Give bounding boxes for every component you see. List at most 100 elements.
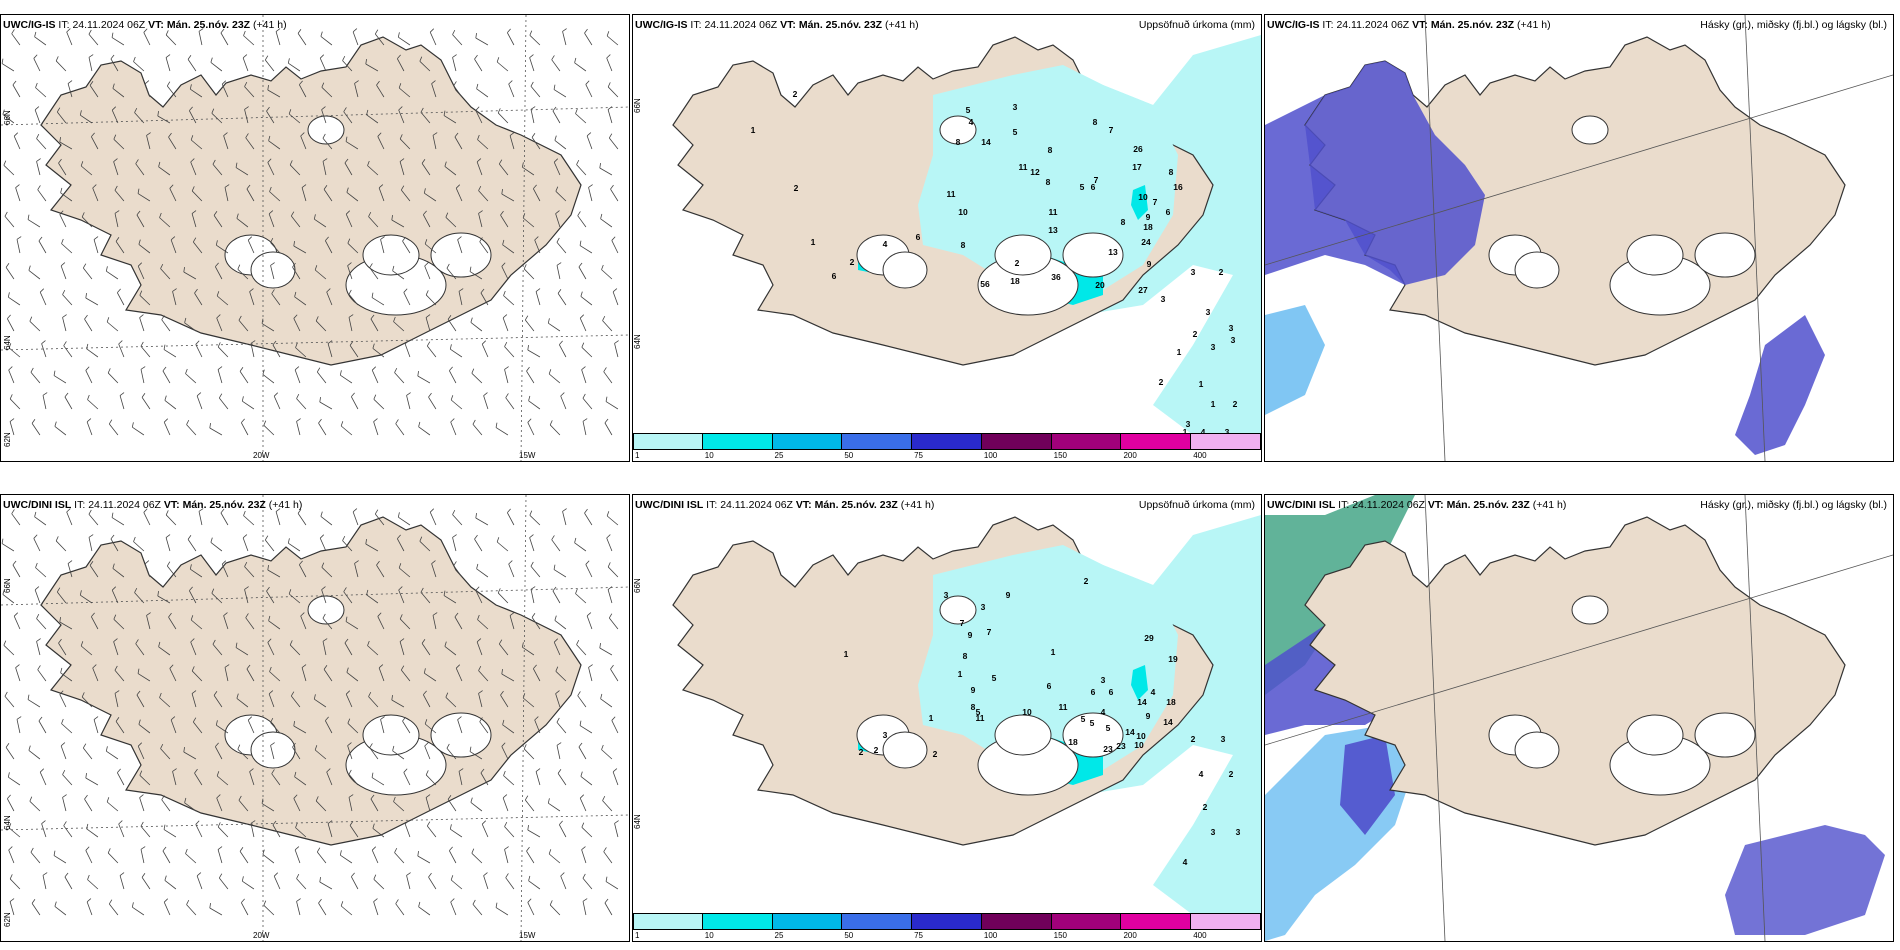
wind-barb (137, 673, 151, 682)
wind-barb (557, 773, 567, 786)
wind-barb-feather (606, 534, 611, 539)
wind-barb-feather (531, 133, 536, 138)
precip-value-label: 3 (1221, 734, 1226, 744)
wind-barb-feather (5, 743, 10, 748)
wind-barb-feather (498, 639, 503, 645)
wind-barb-feather (394, 367, 398, 373)
wind-barb-feather (172, 288, 177, 292)
wind-barb (443, 115, 457, 124)
wind-barb (448, 850, 457, 864)
wind-barb-feather (243, 510, 246, 516)
wind-barb (350, 876, 359, 890)
wind-barb-feather (530, 586, 536, 590)
lat-label-64n: 64N (3, 815, 12, 830)
wind-barb (262, 854, 275, 864)
wind-barb (191, 190, 203, 202)
wind-barb-feather (62, 769, 66, 775)
wind-barb-feather (370, 794, 375, 800)
wind-barb (187, 59, 197, 72)
precip-value-label: 10 (958, 207, 968, 217)
wind-barb (268, 213, 275, 228)
wind-barb (28, 750, 41, 760)
wind-barb (163, 902, 171, 916)
precip-area-2-east (1131, 665, 1148, 700)
wind-barb (273, 396, 281, 410)
wind-barb-feather (157, 590, 159, 597)
wind-barb-feather (556, 262, 562, 266)
wind-barb-feather (425, 770, 429, 776)
wind-barb-feather (168, 132, 172, 138)
wind-barb-feather (246, 664, 251, 670)
wind-barb (290, 695, 301, 708)
wind-barb (38, 240, 47, 254)
colorbar-frame (633, 913, 1261, 930)
wind-barb-feather (270, 262, 275, 266)
wind-barb-feather (476, 563, 479, 569)
wind-barb-feather (140, 846, 146, 850)
wind-barb (575, 113, 587, 124)
wind-barb (116, 292, 125, 306)
wind-barb (168, 616, 177, 630)
wind-barb (395, 903, 405, 916)
wind-barb (267, 569, 281, 578)
wind-barb (63, 825, 73, 838)
wind-barb-feather (471, 848, 475, 854)
wind-barb-feather (139, 794, 144, 798)
wind-barb (119, 875, 125, 890)
wind-barb-feather (213, 211, 218, 216)
wind-barb-feather (163, 898, 169, 903)
wind-barb-feather (458, 768, 464, 772)
wind-barb-feather (496, 57, 500, 63)
wind-barb (374, 33, 385, 46)
wind-barb (350, 396, 359, 410)
wind-barb-feather (479, 237, 483, 242)
wind-barb-feather (237, 264, 241, 270)
wind-barb-feather (351, 392, 355, 397)
wind-barb (314, 698, 327, 708)
wind-barb (504, 826, 515, 838)
wind-barb-feather (60, 667, 63, 673)
wind-barb-feather (35, 562, 38, 568)
wind-barb (319, 58, 327, 72)
wind-barb-feather (579, 240, 582, 246)
wind-barb-feather (501, 188, 503, 195)
wind-barb (420, 592, 431, 604)
wind-barb-feather (37, 185, 41, 190)
wind-barb (452, 514, 463, 526)
wind-barb-feather (7, 772, 10, 778)
wind-barb-feather (535, 768, 541, 772)
wind-barb (237, 748, 249, 760)
wind-barb (212, 164, 223, 176)
wind-barb-feather (160, 743, 164, 749)
wind-barb-feather (607, 82, 611, 88)
wind-barb (223, 135, 229, 150)
wind-barb (35, 87, 47, 98)
wind-barb (110, 538, 119, 552)
wind-barb-feather (189, 586, 193, 591)
wind-barb (133, 541, 145, 552)
wind-map (1, 495, 629, 941)
wind-barb (273, 876, 281, 890)
wind-barb (183, 271, 197, 280)
wind-barb (58, 162, 67, 176)
wind-barb-feather (614, 340, 619, 344)
wind-barb-feather (372, 823, 375, 829)
wind-barb (432, 615, 437, 630)
wind-barb (194, 292, 203, 306)
wind-barb-feather (287, 58, 290, 64)
precip-value-label: 1 (811, 237, 816, 247)
colorbar-segment (912, 433, 982, 450)
lon-label-15w: 15W (519, 931, 536, 940)
wind-barb-feather (424, 719, 428, 725)
wind-barb (191, 693, 197, 708)
wind-barb (431, 563, 437, 578)
wind-barb (170, 239, 177, 254)
wind-barb (59, 214, 67, 228)
wind-barb (300, 615, 307, 630)
wind-barb (89, 85, 99, 98)
wind-barb (106, 321, 119, 332)
wind-barb-feather (244, 81, 248, 87)
wind-barb (42, 875, 47, 890)
wind-barb (556, 242, 567, 254)
wind-barb (399, 641, 405, 656)
